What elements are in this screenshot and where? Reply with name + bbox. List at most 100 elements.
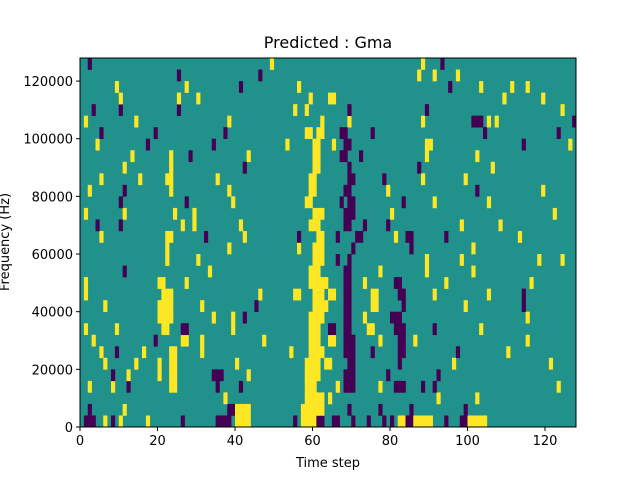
heatmap-cell	[235, 403, 251, 416]
heatmap-cell	[145, 415, 151, 428]
heatmap-cell	[304, 357, 321, 370]
heatmap-cell	[111, 369, 116, 382]
heatmap-cell	[145, 138, 151, 151]
heatmap-cell	[262, 334, 267, 347]
heatmap-cell	[347, 161, 352, 174]
heatmap-cell	[401, 300, 406, 312]
heatmap-cell	[138, 173, 143, 186]
heatmap-cell	[421, 58, 426, 70]
heatmap-cell	[343, 265, 352, 278]
heatmap-cell	[103, 415, 108, 428]
heatmap-cell	[486, 115, 492, 128]
heatmap-cell	[87, 380, 92, 393]
heatmap-cell	[351, 242, 356, 255]
heatmap-cell	[390, 311, 402, 324]
heatmap-cell	[227, 403, 236, 416]
heatmap-cell	[424, 265, 430, 278]
heatmap-cell	[153, 127, 158, 140]
heatmap-cell	[370, 127, 375, 140]
heatmap-cell	[114, 323, 120, 336]
heatmap-cell	[211, 311, 216, 324]
heatmap-cell	[362, 219, 368, 232]
heatmap-cell	[525, 311, 530, 324]
heatmap-cell	[173, 207, 178, 220]
heatmap-cell	[242, 230, 247, 243]
heatmap-cell	[180, 323, 189, 336]
heatmap-cell	[312, 161, 321, 174]
heatmap-cell	[548, 357, 554, 370]
heatmap-cell	[328, 288, 337, 301]
heatmap-cell	[347, 115, 352, 128]
heatmap-cell	[308, 173, 317, 186]
heatmap-cell	[397, 357, 402, 370]
y-axis-label: Frequency (Hz)	[0, 193, 13, 291]
heatmap-cell	[99, 230, 104, 243]
heatmap-cell	[308, 265, 321, 278]
heatmap-cell	[91, 104, 96, 116]
heatmap-cell	[215, 173, 220, 186]
heatmap-cell	[118, 415, 123, 428]
heatmap-cell	[308, 346, 325, 359]
heatmap-cell	[180, 219, 185, 232]
heatmap-cell	[157, 300, 174, 312]
heatmap-cell	[83, 277, 89, 289]
heatmap-cell	[312, 138, 321, 151]
heatmap-cell	[308, 334, 321, 347]
heatmap-cell	[397, 334, 406, 347]
heatmap-cell	[541, 92, 546, 105]
heatmap-cell	[176, 92, 182, 105]
heatmap-cell	[490, 161, 495, 174]
heatmap-cell	[293, 104, 298, 116]
heatmap-cell	[242, 161, 247, 174]
heatmap-cell	[118, 196, 123, 209]
heatmap-cell	[293, 288, 302, 301]
heatmap-cell	[161, 311, 174, 324]
heatmap-cell	[134, 357, 139, 370]
heatmap-cell	[331, 138, 337, 151]
heatmap-cell	[312, 403, 325, 416]
heatmap-cell	[165, 173, 174, 186]
heatmap-cell	[316, 127, 325, 140]
heatmap-cell	[494, 115, 499, 128]
heatmap-cell	[157, 357, 162, 370]
heatmap-cell	[114, 346, 120, 359]
heatmap-cell	[312, 300, 329, 312]
heatmap-cell	[409, 403, 414, 416]
heatmap-cell	[169, 380, 178, 393]
heatmap-cell	[479, 323, 484, 336]
heatmap-cell	[432, 69, 437, 82]
heatmap-cell	[269, 58, 275, 70]
heatmap-cell	[320, 115, 325, 128]
heatmap-cell	[343, 369, 356, 382]
heatmap-cell	[343, 380, 356, 393]
heatmap-cell	[169, 369, 178, 382]
heatmap-cell	[498, 219, 503, 232]
heatmap-cell	[99, 346, 104, 359]
heatmap-cell	[347, 403, 352, 416]
heatmap-cell	[424, 104, 430, 116]
heatmap-cell	[486, 196, 492, 209]
y-tick-label: 120000	[23, 75, 73, 90]
heatmap-cell	[455, 69, 461, 82]
heatmap-cell	[157, 277, 166, 289]
y-tick-label: 100000	[23, 133, 73, 148]
heatmap-cell	[200, 300, 205, 312]
heatmap-cell	[165, 242, 170, 255]
heatmap-cell	[192, 219, 197, 232]
y-tick-label: 40000	[32, 306, 73, 321]
heatmap-cell	[180, 334, 189, 347]
heatmap-cell	[432, 323, 437, 336]
heatmap-cell	[440, 58, 445, 70]
heatmap-cell	[471, 242, 476, 255]
y-tick-label: 60000	[32, 248, 73, 263]
heatmap-cell	[355, 230, 364, 243]
heatmap-cell	[312, 242, 325, 255]
heatmap-cell	[176, 69, 182, 82]
heatmap-cell	[568, 138, 573, 151]
heatmap-cell	[103, 357, 108, 370]
heatmap-cell	[424, 150, 430, 163]
heatmap-cell	[231, 196, 236, 209]
heatmap-cell	[196, 92, 201, 105]
heatmap-cell	[126, 380, 131, 393]
